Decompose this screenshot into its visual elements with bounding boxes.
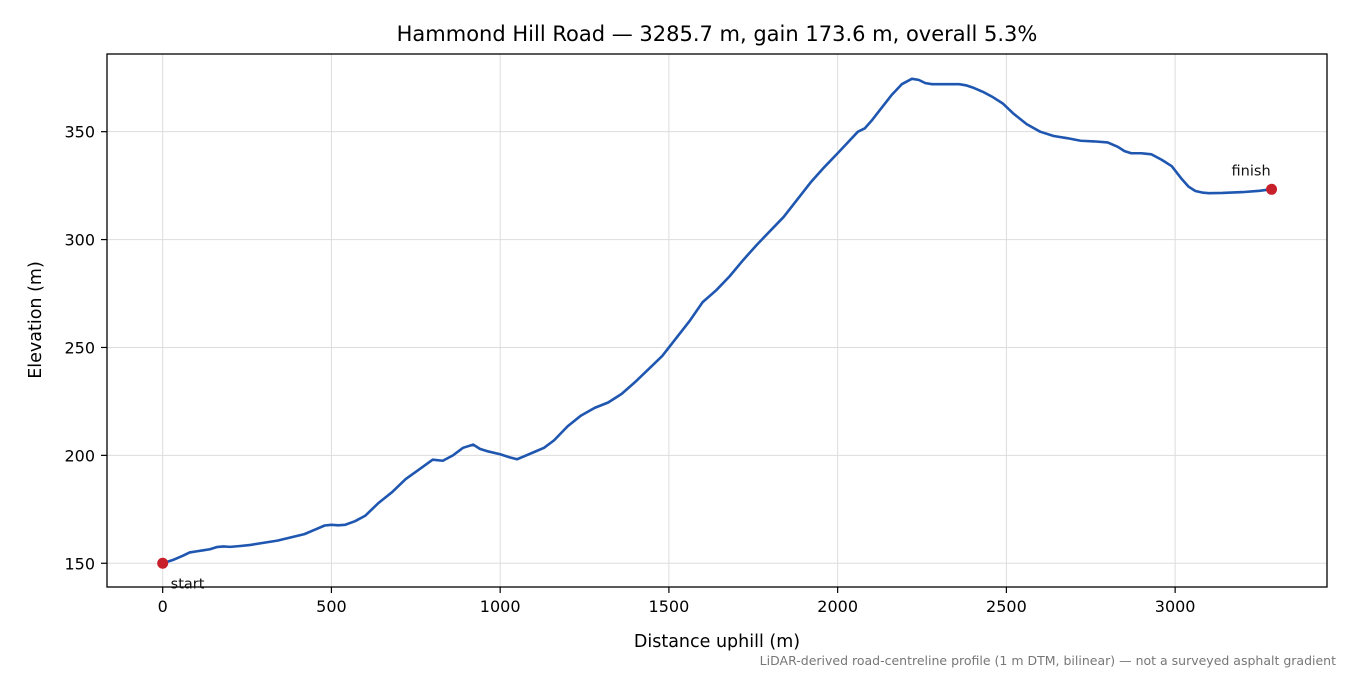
x-tick-label: 0 [158,597,168,616]
annotation-layer: start finish [157,163,1278,592]
marker-label: start [171,576,205,592]
x-tick-label: 1500 [649,597,690,616]
marker-label: finish [1232,163,1271,179]
marker-point [1266,183,1278,195]
chart-title: Hammond Hill Road — 3285.7 m, gain 173.6… [397,22,1038,46]
grid-layer [107,54,1327,587]
tick-layer: 0 500 1000 1500 2000 2500 3000 150 200 250 300 350 [64,123,1195,616]
footnote: LiDAR-derived road-centreline profile (1… [760,653,1336,668]
elevation-series-line [161,77,1273,565]
y-tick-label: 250 [64,338,95,357]
series-layer [161,77,1273,565]
marker-point [157,557,169,569]
x-tick-label: 2000 [817,597,858,616]
x-tick-label: 500 [316,597,347,616]
y-tick-label: 300 [64,231,95,250]
x-axis-title: Distance uphill (m) [634,632,800,652]
x-tick-label: 2500 [986,597,1027,616]
x-tick-label: 1000 [480,597,521,616]
plot-frame [106,53,1328,588]
y-axis-title: Elevation (m) [26,261,46,379]
x-tick-label: 3000 [1155,597,1196,616]
y-tick-label: 150 [64,554,95,573]
y-tick-label: 200 [64,446,95,465]
y-tick-label: 350 [64,123,95,142]
